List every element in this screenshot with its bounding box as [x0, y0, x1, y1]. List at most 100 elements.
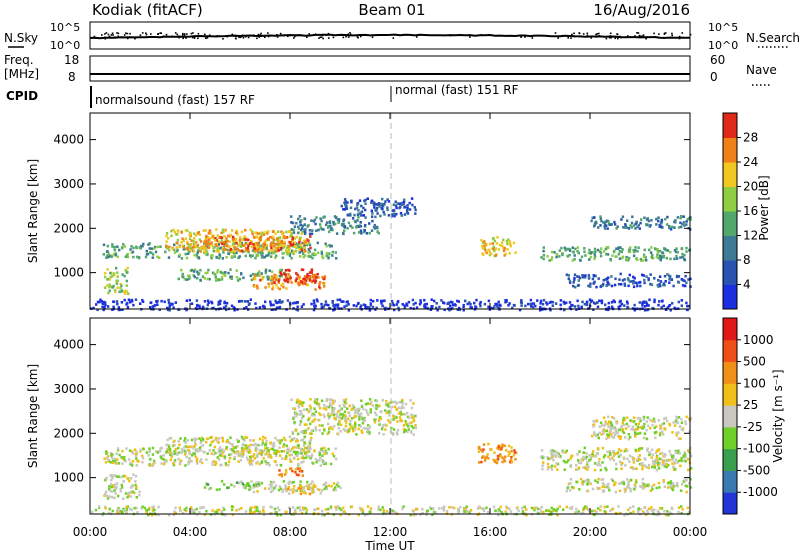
nsky-tick-bottom: 10^0: [50, 39, 80, 52]
data-cell: [457, 306, 461, 310]
data-cell: [388, 401, 391, 405]
data-cell: [135, 450, 138, 454]
data-cell: [623, 418, 626, 422]
data-cell: [310, 280, 314, 283]
data-cell: [406, 208, 409, 212]
data-cell: [650, 283, 654, 286]
data-cell: [592, 274, 595, 277]
data-cell: [176, 451, 179, 455]
data-cell: [127, 292, 130, 295]
colorbar-tick-label: 500: [743, 355, 766, 369]
data-cell: [641, 462, 644, 465]
data-cell: [663, 417, 666, 421]
data-cell: [493, 249, 496, 253]
data-cell: [592, 423, 595, 427]
data-cell: [254, 274, 257, 277]
data-cell: [120, 289, 123, 293]
data-cell: [284, 486, 287, 490]
data-cell: [655, 217, 658, 221]
data-cell: [203, 513, 206, 516]
data-cell: [254, 241, 257, 245]
data-cell: [214, 451, 217, 455]
data-cell: [606, 227, 609, 230]
data-cell: [190, 268, 194, 272]
data-cell: [356, 408, 359, 411]
data-cell: [308, 243, 312, 247]
data-cell: [632, 254, 636, 258]
data-cell: [193, 439, 197, 443]
data-cell: [350, 408, 353, 411]
data-cell: [126, 495, 129, 499]
nsearch-dot: [244, 35, 247, 38]
data-cell: [294, 489, 297, 493]
data-cell: [355, 433, 358, 436]
data-cell: [492, 505, 496, 509]
data-cell: [188, 450, 191, 453]
data-cell: [245, 436, 249, 439]
data-cell: [594, 220, 598, 224]
data-cell: [677, 281, 681, 284]
data-cell: [277, 279, 280, 283]
data-cell: [622, 416, 626, 420]
data-cell: [271, 489, 274, 492]
data-cell: [412, 426, 415, 430]
data-cell: [125, 279, 128, 283]
data-cell: [303, 250, 306, 253]
data-cell: [296, 454, 299, 457]
data-cell: [586, 462, 589, 466]
nsearch-dot: [598, 35, 600, 37]
data-cell: [296, 439, 299, 443]
data-cell: [221, 242, 224, 246]
data-cell: [319, 413, 322, 417]
data-cell: [269, 441, 272, 445]
data-cell: [649, 282, 652, 286]
data-cell: [169, 437, 173, 440]
data-cell: [654, 451, 658, 455]
data-cell: [589, 255, 593, 259]
data-cell: [134, 455, 138, 458]
data-cell: [173, 450, 176, 453]
data-cell: [240, 480, 243, 484]
nsearch-dot: [637, 32, 640, 34]
nsearch-dot: [110, 34, 113, 36]
data-cell: [657, 216, 660, 219]
data-cell: [131, 250, 135, 254]
data-cell: [370, 229, 374, 232]
data-cell: [312, 279, 315, 282]
data-cell: [603, 223, 607, 226]
data-cell: [459, 505, 462, 509]
nsearch-dot: [235, 37, 237, 40]
data-cell: [106, 244, 109, 248]
data-cell: [247, 250, 250, 254]
data-cell: [551, 464, 554, 468]
data-cell: [346, 428, 349, 432]
data-cell: [618, 511, 622, 515]
data-cell: [334, 505, 337, 509]
nsearch-dot: [242, 37, 245, 39]
data-cell: [395, 206, 398, 210]
data-cell: [277, 281, 280, 284]
data-cell: [661, 463, 664, 467]
data-cell: [305, 242, 308, 245]
data-cell: [626, 277, 630, 280]
data-cell: [238, 255, 241, 258]
data-cell: [657, 467, 661, 470]
data-cell: [401, 412, 405, 416]
data-cell: [499, 505, 502, 509]
data-cell: [627, 256, 631, 260]
data-cell: [539, 299, 543, 303]
data-cell: [318, 285, 321, 289]
data-cell: [184, 252, 187, 256]
data-cell: [633, 487, 636, 491]
data-cell: [262, 457, 265, 460]
data-cell: [583, 247, 586, 250]
data-cell: [195, 253, 199, 257]
data-cell: [190, 459, 193, 463]
data-cell: [470, 306, 473, 309]
data-cell: [346, 430, 349, 434]
data-cell: [222, 483, 226, 486]
data-cell: [300, 248, 303, 251]
data-cell: [327, 256, 330, 260]
data-cell: [269, 241, 273, 245]
data-cell: [134, 452, 137, 456]
